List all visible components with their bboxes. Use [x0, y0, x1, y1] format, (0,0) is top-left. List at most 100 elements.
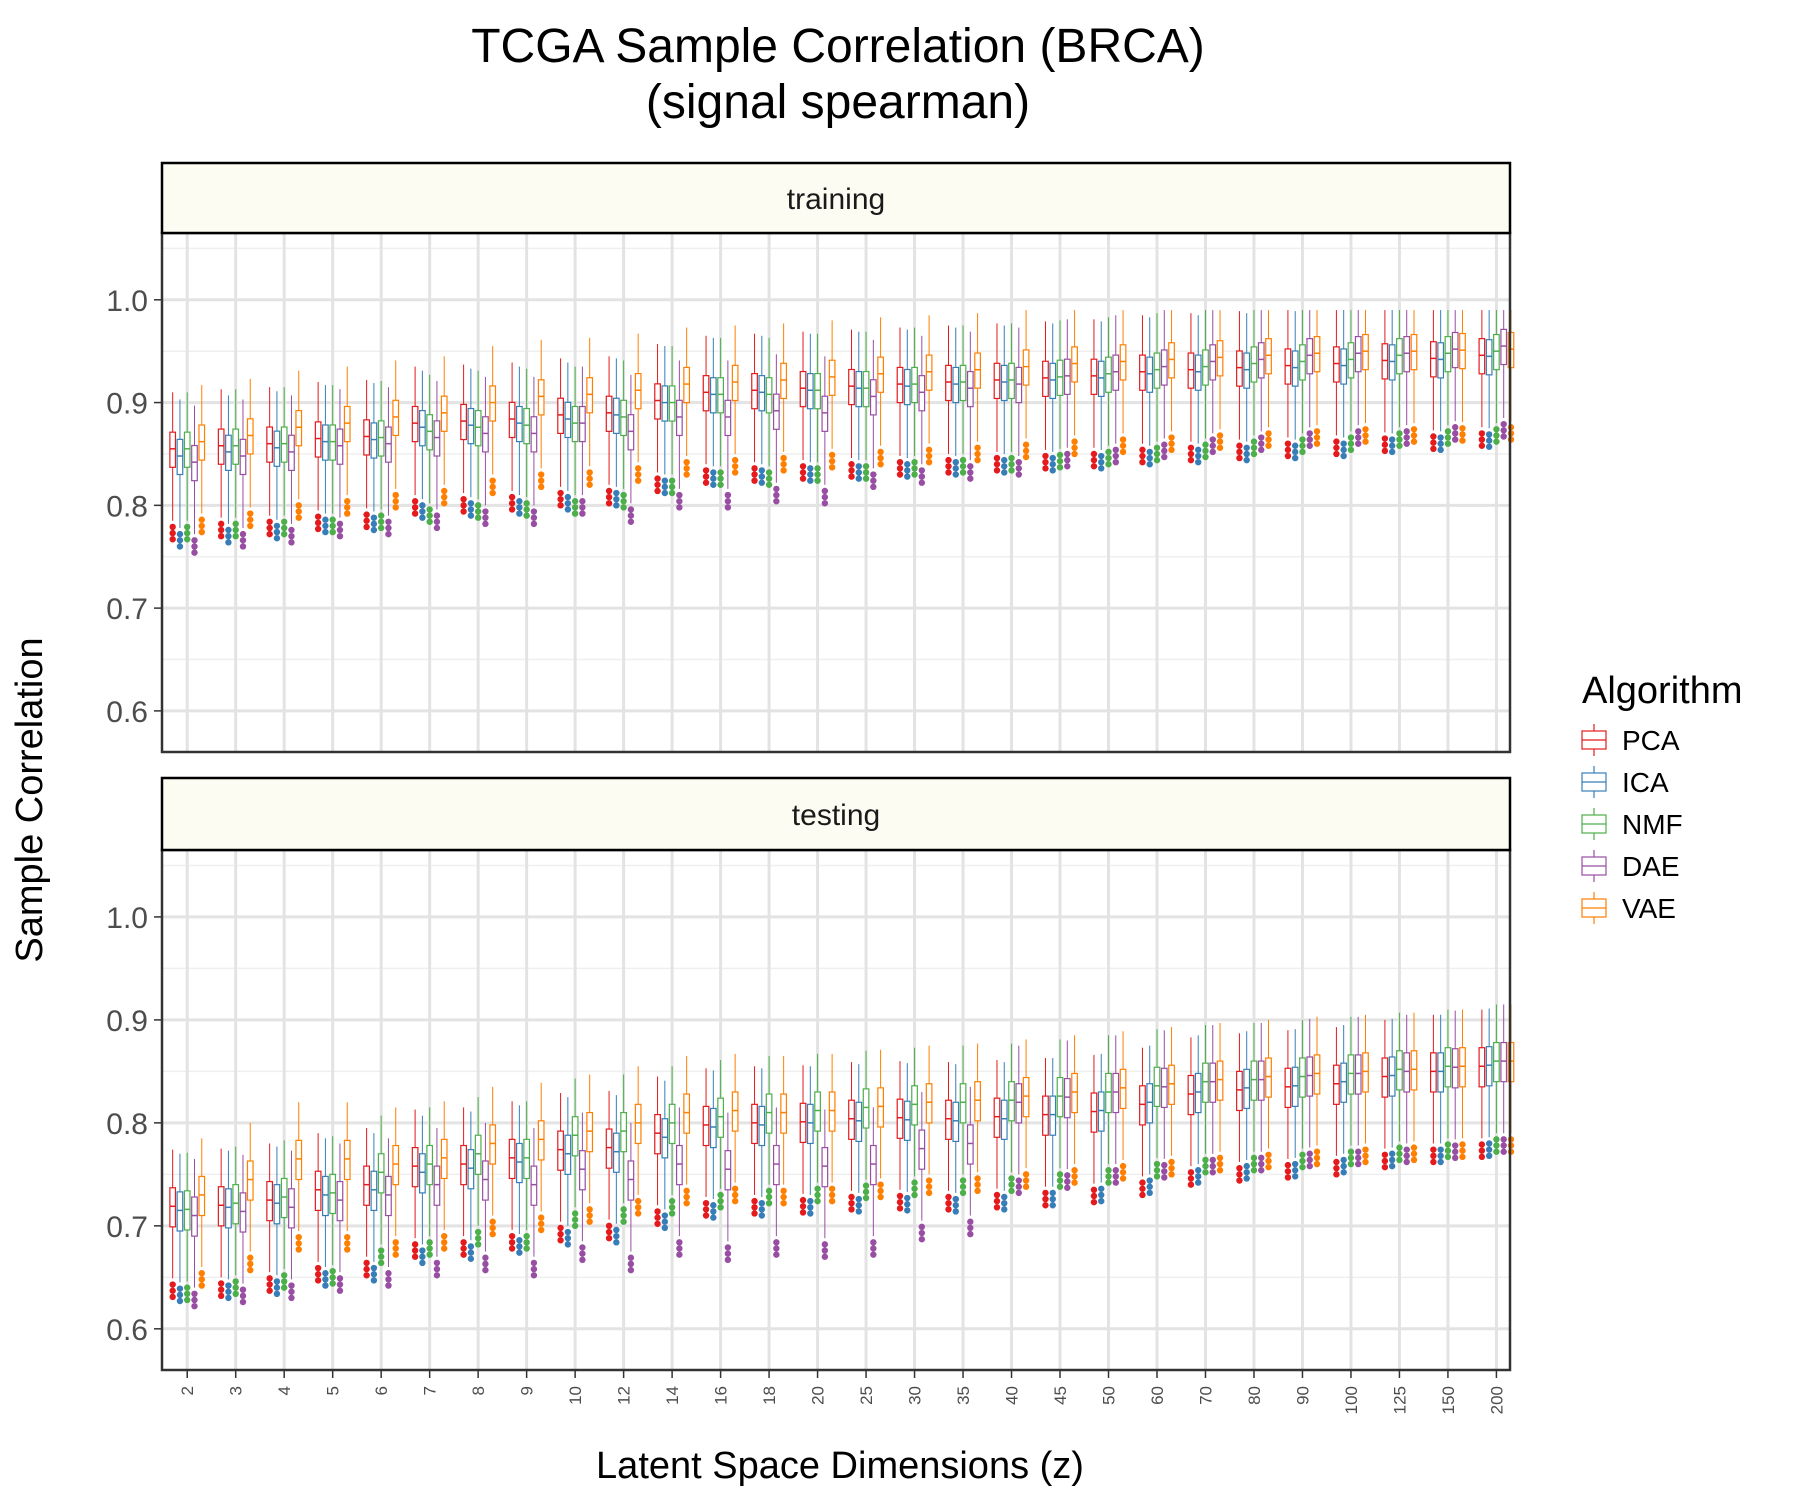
outlier-point: [314, 513, 322, 520]
outlier-point: [1265, 430, 1272, 437]
outlier-point: [1333, 1171, 1340, 1178]
box-body: [1250, 346, 1258, 383]
outlier-point: [1410, 1144, 1418, 1151]
outlier-point: [945, 463, 952, 470]
box-body: [343, 405, 351, 443]
outlier-point: [1452, 1148, 1459, 1155]
box-ica-4: [273, 1146, 281, 1298]
outlier-point: [266, 530, 273, 538]
box-body: [1056, 1076, 1064, 1118]
facet-label: training: [787, 183, 885, 216]
outlier-point: [586, 475, 593, 482]
box-ica-80: [1243, 1031, 1251, 1182]
outlier-point: [1306, 1156, 1313, 1164]
box-body: [586, 377, 594, 414]
outlier-point: [1437, 1152, 1444, 1160]
box-dae-2: [191, 1158, 198, 1310]
box-nmf-14: [668, 1066, 676, 1217]
box-body: [329, 424, 337, 461]
box-body: [232, 428, 240, 465]
outlier-point: [1362, 432, 1369, 439]
outlier-point: [821, 493, 829, 501]
outlier-point: [959, 1177, 967, 1184]
outlier-point: [765, 1199, 773, 1207]
outlier-point: [426, 1251, 433, 1258]
box-body: [620, 1111, 628, 1153]
box-vae-100: [1362, 1014, 1369, 1166]
outlier-point: [1202, 1169, 1209, 1176]
box-vae-10: [586, 1074, 594, 1225]
outlier-point: [661, 1218, 669, 1225]
outlier-point: [1250, 1167, 1258, 1174]
outlier-point: [176, 1297, 184, 1305]
outlier-point: [1381, 435, 1389, 442]
outlier-point: [530, 514, 538, 521]
box-body: [683, 366, 691, 404]
outlier-point: [620, 1218, 627, 1225]
outlier-point: [1452, 424, 1459, 431]
box-ica-25: [855, 1064, 863, 1215]
box-body: [314, 421, 322, 458]
outlier-point: [336, 1275, 344, 1282]
box-body: [765, 377, 773, 414]
box-dae-80: [1257, 310, 1265, 454]
outlier-point: [489, 477, 496, 484]
outlier-point: [855, 1208, 862, 1215]
outlier-point: [392, 498, 399, 505]
outlier-point: [1216, 1154, 1224, 1162]
outlier-point: [1168, 1164, 1175, 1172]
box-body: [467, 407, 475, 445]
box-dae-5: [336, 389, 344, 540]
outlier-point: [1340, 1169, 1347, 1176]
outlier-point: [877, 1193, 884, 1201]
outlier-point: [1493, 432, 1500, 439]
outlier-point: [668, 477, 676, 484]
outlier-point: [1403, 440, 1410, 447]
box-pca-4: [266, 1143, 274, 1294]
box-body: [1056, 359, 1064, 396]
outlier-point: [467, 506, 475, 513]
outlier-point: [959, 456, 967, 464]
outlier-point: [814, 465, 821, 472]
box-body: [1008, 362, 1015, 400]
outlier-point: [1381, 441, 1389, 448]
box-pca-150: [1429, 310, 1437, 453]
box-ica-200: [1485, 1008, 1493, 1160]
outlier-point: [1161, 1174, 1168, 1181]
box-nmf-16: [717, 337, 724, 488]
x-tick-label: 25: [857, 1386, 876, 1405]
x-tick-label: 50: [1100, 1386, 1119, 1405]
outlier-point: [1299, 1163, 1306, 1171]
outlier-point: [613, 1226, 620, 1234]
outlier-point: [967, 1224, 974, 1232]
outlier-point: [1485, 1146, 1493, 1153]
outlier-point: [489, 1224, 496, 1232]
outlier-point: [1381, 1163, 1389, 1171]
outlier-point: [370, 520, 378, 528]
outlier-point: [862, 463, 870, 470]
box-body: [474, 409, 482, 447]
box-body: [612, 397, 620, 435]
box-dae-35: [966, 1086, 974, 1238]
outlier-point: [1236, 448, 1243, 456]
outlier-point: [925, 1183, 933, 1190]
box-ica-5: [322, 385, 329, 536]
outlier-point: [1236, 454, 1243, 462]
outlier-point: [1355, 1148, 1362, 1155]
outlier-point: [523, 500, 530, 507]
outlier-point: [828, 451, 836, 459]
outlier-point: [683, 1193, 690, 1201]
outlier-point: [1485, 1140, 1493, 1147]
box-ica-14: [661, 1080, 669, 1232]
x-tick-label: 60: [1148, 1386, 1167, 1405]
outlier-point: [1105, 461, 1112, 468]
outlier-point: [247, 1260, 254, 1268]
outlier-point: [821, 1241, 829, 1248]
outlier-point: [336, 1287, 344, 1294]
x-tick-label: 4: [275, 1386, 294, 1395]
outlier-point: [661, 477, 669, 484]
outlier-point: [911, 1179, 918, 1186]
box-nmf-100: [1347, 310, 1355, 454]
outlier-point: [993, 467, 1001, 474]
legend-item-ica: ICA: [1581, 766, 1669, 798]
